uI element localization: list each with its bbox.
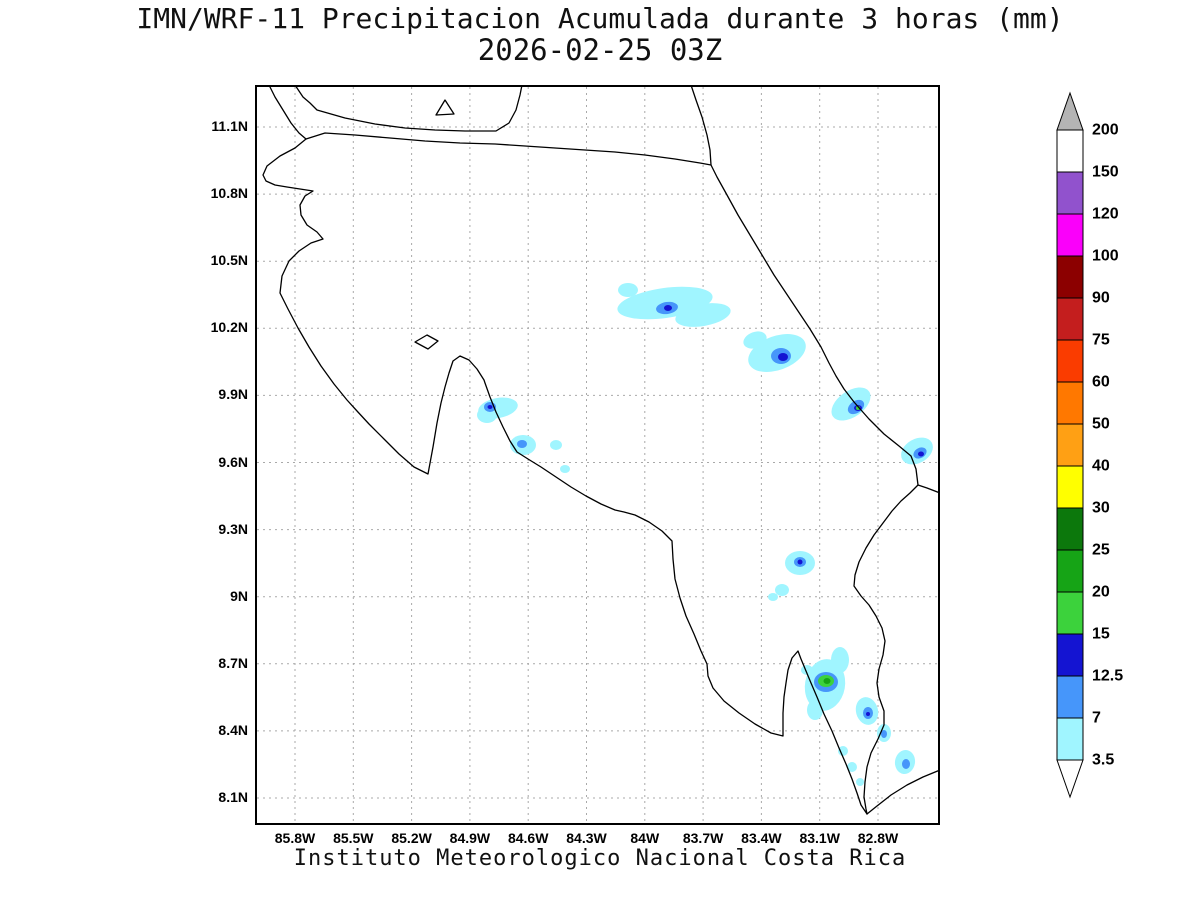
colorbar-tick-label: 90	[1092, 290, 1110, 307]
precip-area	[797, 559, 803, 565]
lat-tick-label: 9N	[230, 587, 248, 604]
precip-area	[918, 451, 924, 457]
precip-area	[560, 465, 570, 473]
gridlines	[257, 87, 938, 823]
precipitation-layer	[477, 283, 933, 786]
plot-border	[255, 85, 940, 825]
costa-rica-outline	[262, 132, 919, 815]
colorbar-svg: 200 150 120 100 90 75 60 50 40 30 25 20 15 12.5 7 3.5	[1056, 91, 1123, 799]
colorbar-band	[1056, 717, 1084, 761]
colorbar-band	[1056, 129, 1084, 173]
lat-tick-label: 9.3N	[218, 520, 248, 537]
precip-area	[866, 712, 870, 716]
colorbar-tick-label: 100	[1092, 248, 1119, 265]
precip-area	[856, 778, 864, 786]
colorbar-band	[1056, 423, 1084, 467]
precip-area	[881, 730, 887, 738]
precip-area	[847, 762, 857, 772]
colorbar-tick-label: 7	[1092, 710, 1101, 727]
precip-area	[550, 440, 562, 450]
precip-area	[838, 746, 848, 756]
precip-area	[517, 440, 527, 448]
colorbar-tick-label: 12.5	[1092, 668, 1123, 685]
chart-subtitle: 2026-02-25 03Z	[477, 33, 723, 67]
precip-area	[778, 353, 788, 361]
colorbar-band	[1056, 507, 1084, 551]
colorbar-band	[1056, 255, 1084, 299]
nicaragua-pacific-coast	[268, 84, 307, 140]
nicaragua-caribbean-coast	[690, 84, 712, 166]
panama-caribbean-coast	[917, 484, 941, 494]
precip-area	[768, 593, 778, 601]
chira-island	[414, 334, 439, 350]
colorbar-tick-label: 15	[1092, 626, 1110, 643]
precip-area	[831, 647, 849, 673]
colorbar-band	[1056, 213, 1084, 257]
coastlines	[262, 84, 941, 815]
lat-tick-label: 8.1N	[218, 789, 248, 805]
colorbar-band	[1056, 591, 1084, 635]
colorbar-tick-label: 50	[1092, 416, 1110, 433]
map-svg	[255, 84, 941, 825]
lat-tick-label: 10.2N	[210, 319, 248, 336]
lake-nicaragua-shore	[294, 84, 523, 132]
colorbar-over-arrow	[1056, 91, 1084, 131]
lon-tick-label: 85.2W	[391, 830, 432, 846]
lat-tick-label: 10.8N	[210, 185, 248, 202]
precip-area	[823, 678, 831, 684]
lat-tick-label: 9.6N	[218, 453, 248, 470]
lat-tick-label: 8.4N	[218, 721, 248, 738]
colorbar-tick-label: 20	[1092, 584, 1110, 601]
colorbar-under-arrow	[1056, 759, 1084, 799]
colorbar-band	[1056, 297, 1084, 341]
precip-area	[675, 303, 731, 327]
colorbar-tick-label: 75	[1092, 332, 1110, 349]
colorbar-band	[1056, 171, 1084, 215]
chart-title: IMN/WRF-11 Precipitacion Acumulada duran…	[136, 2, 1064, 35]
colorbar-band	[1056, 381, 1084, 425]
colorbar-tick-label: 120	[1092, 206, 1119, 223]
lat-tick-label: 10.5N	[210, 252, 248, 269]
lon-tick-label: 83.7W	[682, 830, 724, 846]
precip-area	[618, 283, 638, 297]
footer-credit: Instituto Meteorologico Nacional Costa R…	[293, 846, 907, 871]
precip-area	[807, 700, 823, 720]
colorbar: 200 150 120 100 90 75 60 50 40 30 25 20 15 12.5 7 3.5	[1050, 90, 1200, 810]
colorbar-tick-label: 60	[1092, 374, 1110, 391]
colorbar-tick-label: 40	[1092, 458, 1110, 475]
colorbar-tick-label: 150	[1092, 164, 1119, 181]
lon-tick-label: 83.1W	[799, 830, 840, 846]
lon-tick-label: 85.8W	[274, 830, 316, 846]
lat-tick-label: 11.1N	[211, 118, 248, 134]
lon-tick-label: 84.9W	[449, 830, 491, 846]
map-plot	[255, 84, 941, 830]
colorbar-tick-label: 30	[1092, 500, 1110, 517]
colorbar-band	[1056, 339, 1084, 383]
colorbar-band	[1056, 633, 1084, 677]
colorbar-tick-label: 3.5	[1092, 752, 1114, 769]
colorbar-band	[1056, 549, 1084, 593]
lat-tick-label: 8.7N	[218, 654, 248, 671]
precip-area	[664, 305, 672, 311]
precip-area	[775, 584, 789, 596]
solentiname-island	[435, 99, 455, 116]
lon-tick-label: 82.8W	[857, 830, 899, 846]
precip-area	[902, 759, 910, 769]
colorbar-band	[1056, 675, 1084, 719]
colorbar-tick-label: 25	[1092, 542, 1110, 559]
lon-tick-label: 84W	[630, 830, 660, 846]
lon-tick-label: 85.5W	[333, 830, 374, 846]
precip-area	[743, 331, 767, 349]
lat-tick-label: 9.9N	[218, 386, 248, 403]
lon-tick-label: 84.6W	[507, 830, 549, 846]
panama-pacific-coast	[866, 769, 941, 815]
precip-area	[487, 405, 493, 409]
colorbar-tick-label: 200	[1092, 122, 1119, 139]
lon-tick-label: 84.3W	[566, 830, 607, 846]
colorbar-band	[1056, 465, 1084, 509]
lon-tick-label: 83.4W	[741, 830, 782, 846]
